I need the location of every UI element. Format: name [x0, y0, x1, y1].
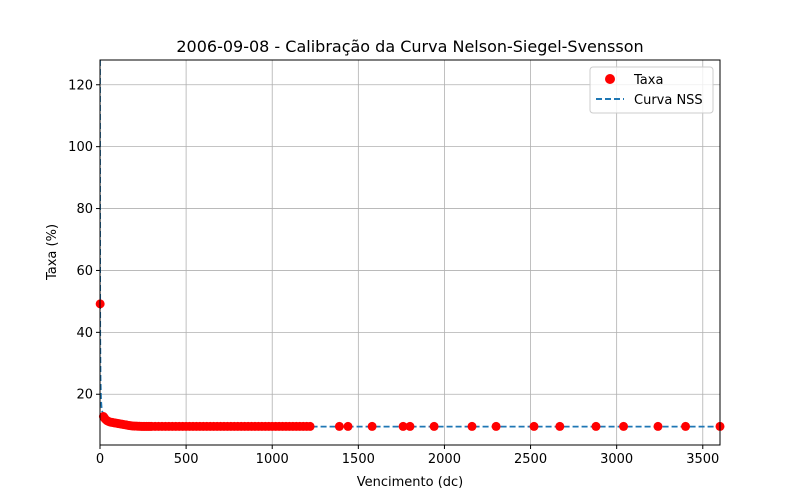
x-tick-label: 1500	[342, 452, 375, 467]
grid	[99, 60, 720, 445]
taxa-point	[398, 421, 408, 431]
plot-frame	[99, 59, 721, 446]
x-tick-label: 2000	[428, 452, 461, 467]
y-tick-label: 40	[76, 326, 93, 341]
legend-box	[589, 66, 714, 114]
y-tick-label: 100	[68, 140, 93, 155]
taxa-point	[305, 421, 315, 431]
taxa-point	[429, 421, 439, 431]
legend-marker-taxa	[605, 74, 615, 84]
x-tick-label: 2500	[514, 452, 547, 467]
taxa-point	[591, 421, 601, 431]
y-axis: 20 40 60 80 100 120	[68, 78, 100, 403]
taxa-point	[555, 421, 565, 431]
legend-label-curva-nss: Curva NSS	[634, 93, 703, 108]
taxa-point	[467, 421, 477, 431]
x-tick-label: 0	[96, 452, 104, 467]
taxa-point	[405, 421, 415, 431]
x-axis-label: Vencimento (dc)	[357, 475, 464, 490]
chart-title: 2006-09-08 - Calibração da Curva Nelson-…	[176, 37, 643, 56]
x-tick-label: 3000	[600, 452, 633, 467]
x-tick-label: 1000	[256, 452, 289, 467]
taxa-point	[619, 421, 629, 431]
taxa-point	[367, 421, 377, 431]
series-taxa	[95, 299, 725, 431]
y-tick-label: 60	[76, 264, 93, 279]
taxa-point	[343, 421, 353, 431]
taxa-point	[529, 421, 539, 431]
x-tick-label: 500	[174, 452, 199, 467]
taxa-point	[653, 421, 663, 431]
taxa-point	[491, 421, 501, 431]
legend: Taxa Curva NSS	[589, 66, 714, 114]
taxa-point	[334, 421, 344, 431]
x-axis: 0 500 1000 1500 2000 2500 3000 3500	[96, 445, 719, 467]
legend-label-taxa: Taxa	[633, 73, 663, 88]
y-tick-label: 120	[68, 78, 93, 93]
y-tick-label: 80	[76, 202, 93, 217]
x-tick-label: 3500	[686, 452, 719, 467]
y-tick-label: 20	[76, 388, 93, 403]
y-axis-label: Taxa (%)	[45, 224, 60, 281]
taxa-point	[681, 421, 691, 431]
